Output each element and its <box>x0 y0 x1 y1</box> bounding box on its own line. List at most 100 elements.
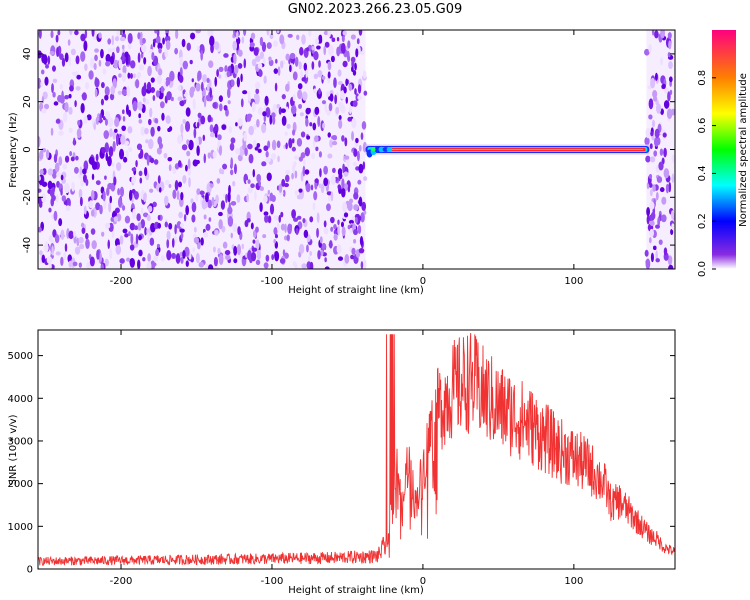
noise-blob <box>322 122 326 129</box>
noise-blob <box>645 258 651 269</box>
noise-blob <box>347 40 351 49</box>
noise-blob <box>313 88 317 94</box>
noise-blob <box>308 30 312 37</box>
noise-blob <box>76 74 82 80</box>
noise-blob <box>109 195 113 204</box>
noise-blob <box>138 170 143 177</box>
noise-blob <box>254 81 261 90</box>
noise-blob <box>68 56 72 66</box>
noise-blob <box>140 207 144 215</box>
noise-blob <box>129 60 136 69</box>
noise-blob <box>111 161 115 167</box>
noise-blob <box>176 190 180 201</box>
noise-blob <box>203 96 207 108</box>
noise-blob <box>660 57 664 66</box>
noise-blob <box>285 83 290 92</box>
noise-blob <box>250 183 255 189</box>
noise-blob <box>151 52 155 61</box>
noise-blob <box>240 98 244 108</box>
noise-blob <box>262 195 268 203</box>
noise-blob <box>352 161 357 167</box>
noise-blob <box>247 186 253 194</box>
noise-blob <box>164 49 169 58</box>
noise-blob <box>224 250 231 256</box>
noise-blob <box>125 54 129 66</box>
noise-blob <box>212 102 217 109</box>
noise-blob <box>178 211 183 219</box>
noise-blob <box>323 45 327 56</box>
noise-blob <box>358 247 365 254</box>
noise-blob <box>274 250 280 262</box>
noise-blob <box>81 92 87 101</box>
noise-blob <box>175 253 181 264</box>
noise-blob <box>223 104 228 111</box>
noise-blob <box>118 73 122 78</box>
colorbar-ticks: 0.0 0.2 0.4 0.6 0.8 <box>697 70 716 277</box>
noise-blob <box>68 127 73 134</box>
noise-blob <box>650 131 654 137</box>
noise-blob <box>659 148 664 156</box>
noise-blob <box>172 189 177 200</box>
noise-blob <box>658 239 663 245</box>
noise-blob <box>179 56 184 68</box>
noise-blob <box>261 123 267 134</box>
noise-blob <box>107 239 111 250</box>
noise-blob <box>344 137 348 147</box>
colorbar-tick-label: 0.6 <box>697 118 708 134</box>
noise-blob <box>64 243 68 252</box>
noise-blob <box>170 96 174 102</box>
noise-blob <box>140 218 146 229</box>
noise-blob <box>350 34 356 40</box>
noise-blob <box>263 75 267 84</box>
noise-blob <box>278 214 282 223</box>
noise-blob <box>330 191 334 202</box>
noise-blob <box>354 62 357 71</box>
noise-blob <box>313 50 319 61</box>
noise-blob <box>329 89 334 96</box>
noise-blob <box>137 222 142 231</box>
noise-blob <box>309 216 314 223</box>
noise-blob <box>644 48 650 56</box>
noise-blob <box>276 222 280 233</box>
noise-blob <box>253 47 259 56</box>
noise-blob <box>652 90 658 99</box>
noise-blob <box>346 159 350 169</box>
noise-blob <box>98 32 102 39</box>
noise-blob <box>146 81 152 91</box>
noise-blob <box>41 181 48 187</box>
noise-blob <box>193 226 197 233</box>
noise-blob <box>303 158 306 167</box>
noise-blob <box>184 164 188 172</box>
noise-blob <box>203 231 209 238</box>
noise-blob <box>663 168 670 179</box>
noise-blob <box>136 143 143 151</box>
noise-blob <box>153 55 159 66</box>
noise-blob <box>327 30 331 38</box>
noise-blob <box>284 174 290 183</box>
noise-blob <box>60 174 64 181</box>
noise-blob <box>668 61 673 70</box>
noise-blob <box>271 139 277 151</box>
y-axis-ticks: 0 1000 2000 3000 4000 5000 <box>8 351 675 576</box>
noise-blob <box>58 218 63 227</box>
noise-blob <box>120 134 126 145</box>
noise-blob <box>214 229 219 236</box>
noise-blob <box>202 134 206 142</box>
noise-blob <box>341 178 345 190</box>
noise-blob <box>298 243 305 254</box>
noise-blob <box>230 201 237 206</box>
noise-blob <box>353 148 358 158</box>
noise-blob <box>165 40 171 51</box>
noise-blob <box>153 159 159 165</box>
noise-blob <box>357 179 362 185</box>
noise-blob <box>91 240 97 250</box>
noise-blob <box>211 196 215 206</box>
noise-blob <box>207 114 212 123</box>
noise-blob <box>345 78 349 87</box>
noise-blob <box>65 205 71 212</box>
noise-blob <box>115 162 122 171</box>
noise-blob <box>64 101 69 113</box>
chart-title: GN02.2023.266.23.05.G09 <box>287 2 463 17</box>
noise-blob <box>650 77 656 89</box>
noise-blob <box>320 249 324 257</box>
